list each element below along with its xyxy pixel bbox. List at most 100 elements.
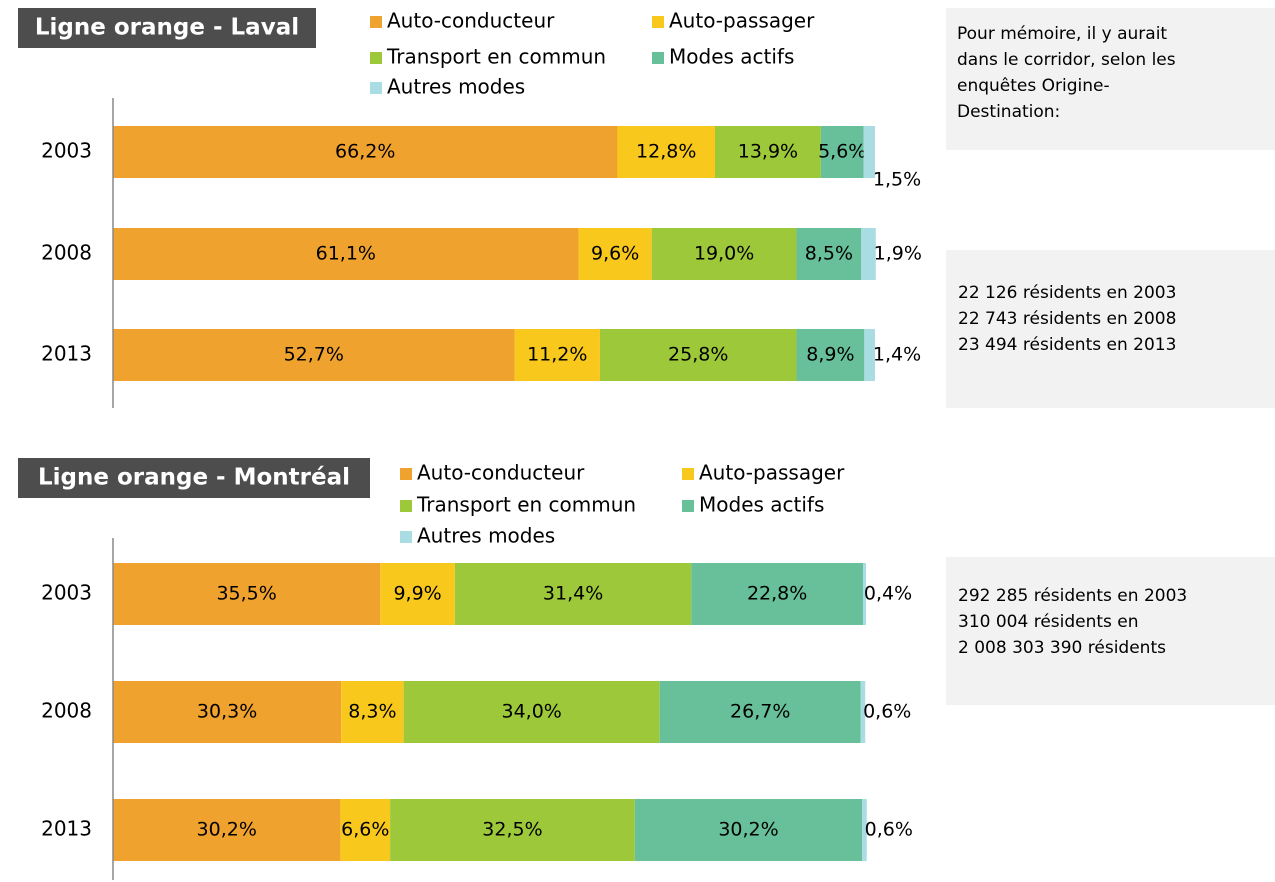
- bar-segment: [863, 126, 875, 178]
- data-label: 19,0%: [694, 243, 754, 265]
- bar-segment: [860, 681, 866, 743]
- legend-label: Auto-passager: [669, 9, 815, 33]
- note-line: 22 126 résidents en 2003: [958, 283, 1176, 303]
- data-label: 22,8%: [747, 583, 807, 605]
- y-tick-label: 2003: [41, 581, 92, 605]
- bar-segment: [796, 228, 862, 280]
- data-label: 30,2%: [718, 819, 778, 841]
- y-tick-label: 2013: [41, 817, 92, 841]
- legend-swatch: [370, 52, 382, 64]
- legend-swatch: [652, 52, 664, 64]
- data-label: 30,2%: [197, 819, 257, 841]
- data-label: 12,8%: [636, 141, 696, 163]
- data-label: 0,6%: [865, 819, 913, 841]
- bar-segment: [862, 799, 867, 861]
- data-label: 1,5%: [873, 169, 921, 191]
- chart-title: Ligne orange - Laval: [35, 15, 299, 41]
- data-label: 8,9%: [806, 344, 854, 366]
- bar-segment: [864, 329, 875, 381]
- data-label: 8,5%: [805, 243, 853, 265]
- legend-label: Auto-passager: [699, 461, 845, 485]
- note-line: 310 004 résidents en: [958, 612, 1139, 632]
- bar-segment: [651, 228, 797, 280]
- bar-segment: [862, 563, 866, 625]
- bar-segment: [634, 799, 863, 861]
- bar-segment: [578, 228, 652, 280]
- data-label: 31,4%: [543, 583, 603, 605]
- bar-segment: [691, 563, 863, 625]
- legend-swatch: [652, 16, 664, 28]
- bar-segment: [714, 126, 821, 178]
- data-label: 13,9%: [738, 141, 798, 163]
- data-label: 8,3%: [348, 701, 396, 723]
- note-box: [946, 557, 1275, 705]
- bar-segment: [113, 563, 381, 625]
- data-label: 9,6%: [591, 243, 639, 265]
- legend-swatch: [400, 500, 412, 512]
- note-line: Pour mémoire, il y aurait: [957, 24, 1167, 44]
- bar-segment: [390, 799, 635, 861]
- note-box: [946, 8, 1275, 150]
- bar-segment: [403, 681, 660, 743]
- legend-label: Autres modes: [417, 524, 555, 548]
- bar-segment: [341, 681, 404, 743]
- bar-segment: [113, 126, 618, 178]
- legend-label: Transport en commun: [416, 493, 636, 517]
- legend-label: Modes actifs: [669, 45, 794, 69]
- data-label: 1,9%: [874, 243, 922, 265]
- note-box: [946, 250, 1275, 408]
- bar-segment: [861, 228, 876, 280]
- data-label: 0,4%: [864, 583, 912, 605]
- bar-segment: [659, 681, 861, 743]
- data-label: 34,0%: [501, 701, 561, 723]
- bar-segment: [380, 563, 455, 625]
- note-line: dans le corridor, selon les: [957, 50, 1176, 70]
- legend-swatch: [370, 16, 382, 28]
- data-label: 30,3%: [197, 701, 257, 723]
- data-label: 1,4%: [873, 344, 921, 366]
- legend-label: Modes actifs: [699, 493, 824, 517]
- data-label: 6,6%: [341, 819, 389, 841]
- y-tick-label: 2008: [41, 241, 92, 265]
- y-tick-label: 2013: [41, 342, 92, 366]
- title-box: [18, 458, 370, 498]
- note-line: 292 285 résidents en 2003: [958, 586, 1187, 606]
- data-label: 9,9%: [393, 583, 441, 605]
- bar-segment: [617, 126, 715, 178]
- legend-label: Transport en commun: [386, 45, 606, 69]
- data-label: 26,7%: [730, 701, 790, 723]
- data-label: 52,7%: [284, 344, 344, 366]
- y-tick-label: 2008: [41, 699, 92, 723]
- legend-label: Auto-conducteur: [417, 461, 585, 485]
- data-label: 11,2%: [527, 344, 587, 366]
- bar-segment: [454, 563, 692, 625]
- legend-swatch: [400, 531, 412, 543]
- data-label: 5,6%: [818, 141, 866, 163]
- data-label: 35,5%: [216, 583, 276, 605]
- title-box: [18, 8, 316, 48]
- legend-label: Auto-conducteur: [387, 9, 555, 33]
- data-label: 66,2%: [335, 141, 395, 163]
- legend-swatch: [400, 468, 412, 480]
- note-line: enquêtes Origine-: [957, 76, 1110, 96]
- bar-segment: [514, 329, 600, 381]
- data-label: 0,6%: [863, 701, 911, 723]
- bar-segment: [340, 799, 391, 861]
- data-label: 32,5%: [482, 819, 542, 841]
- legend-label: Autres modes: [387, 75, 525, 99]
- bar-segment: [113, 228, 579, 280]
- legend-swatch: [682, 468, 694, 480]
- note-line: Destination:: [957, 102, 1060, 122]
- data-label: 61,1%: [316, 243, 376, 265]
- note-line: 22 743 résidents en 2008: [958, 309, 1176, 329]
- bar-segment: [820, 126, 864, 178]
- bar-segment: [113, 799, 341, 861]
- bar-segment: [599, 329, 797, 381]
- note-line: 2 008 303 390 résidents: [958, 638, 1166, 658]
- y-tick-label: 2003: [41, 139, 92, 163]
- legend-swatch: [682, 500, 694, 512]
- note-line: 23 494 résidents en 2013: [958, 335, 1176, 355]
- legend-swatch: [370, 82, 382, 94]
- data-label: 25,8%: [668, 344, 728, 366]
